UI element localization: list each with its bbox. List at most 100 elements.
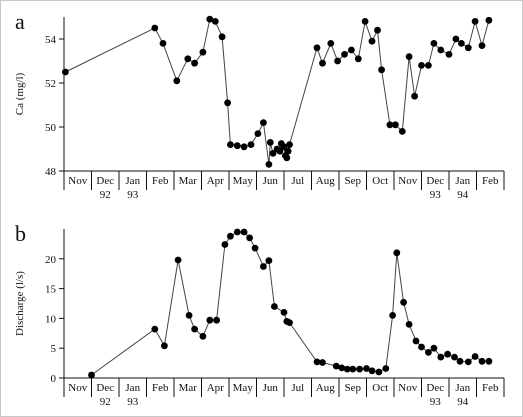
data-point: [251, 244, 259, 252]
data-point: [341, 51, 348, 58]
data-point: [211, 18, 219, 25]
data-point: [233, 142, 241, 150]
data-point: [378, 66, 385, 74]
data-point: [173, 77, 181, 85]
data-point: [411, 92, 418, 100]
data-point: [313, 44, 321, 52]
y-axis-title: Ca (mg/l): [14, 72, 26, 115]
data-point: [354, 55, 362, 63]
data-point: [199, 48, 207, 56]
data-point: [485, 357, 493, 365]
data-point: [184, 55, 192, 63]
data-point: [206, 15, 214, 23]
month-label: Nov: [68, 175, 87, 187]
data-point: [332, 362, 340, 370]
data-point: [271, 303, 278, 310]
year-label: 93: [127, 189, 139, 201]
month-label: Aug: [316, 175, 335, 187]
data-point: [334, 57, 341, 65]
data-point: [445, 51, 453, 58]
data-point: [88, 371, 95, 379]
data-point: [159, 40, 167, 47]
y-tick-label: 52: [45, 78, 56, 90]
month-label: Jan: [455, 382, 470, 394]
month-label: Dec: [426, 382, 444, 394]
month-label: Dec: [426, 175, 444, 187]
data-point: [361, 18, 369, 25]
data-point: [213, 316, 221, 324]
y-tick-label: 10: [45, 313, 57, 325]
month-label: Dec: [96, 175, 114, 187]
panel-b: b 0 5 10 15 20 Discharge (l/s) Nov Dec Jan Feb Mar A…: [14, 221, 505, 408]
data-point: [464, 44, 472, 52]
month-label: Feb: [482, 175, 499, 187]
data-point: [191, 325, 199, 333]
data-point: [456, 357, 464, 365]
data-point: [451, 353, 458, 361]
data-point: [199, 332, 207, 340]
data-point: [348, 46, 355, 54]
data-point: [269, 150, 277, 157]
data-point: [405, 321, 413, 328]
data-point: [185, 312, 193, 319]
data-point: [485, 16, 493, 24]
data-point: [266, 139, 274, 146]
month-label: Jan: [125, 382, 140, 394]
data-point: [437, 46, 445, 54]
data-point: [471, 18, 479, 25]
month-label: Jul: [291, 175, 304, 187]
y-tick-label: 5: [51, 343, 57, 355]
data-point: [240, 143, 248, 151]
y-tick-label: 48: [45, 166, 57, 178]
month-label: Sep: [345, 175, 362, 187]
month-label: Nov: [398, 382, 417, 394]
year-label: 92: [100, 189, 111, 201]
data-point: [444, 350, 451, 358]
data-point: [425, 62, 432, 69]
y-tick-label: 20: [45, 254, 57, 266]
data-point: [437, 353, 445, 361]
data-point: [224, 99, 232, 107]
data-point: [398, 127, 406, 135]
data-point: [338, 364, 346, 372]
month-label: Mar: [179, 382, 198, 394]
data-point: [240, 228, 248, 236]
data-point: [284, 147, 292, 155]
year-label: 93: [430, 396, 442, 408]
year-label: 94: [457, 189, 469, 201]
panel-letter: b: [15, 221, 26, 246]
data-point: [412, 337, 420, 345]
data-point: [221, 241, 229, 248]
month-label: Jan: [125, 175, 140, 187]
data-point: [418, 62, 425, 69]
panel-a: a 48 50 52 54 Ca (mg/l) Nov Dec Jan Feb Mar Apr May J…: [14, 9, 505, 201]
data-point: [151, 325, 159, 333]
data-point: [418, 343, 425, 351]
y-tick-label: 15: [45, 284, 57, 296]
data-point: [161, 342, 168, 350]
data-point: [174, 256, 182, 264]
y-axis-title: Discharge (l/s): [14, 271, 26, 336]
year-label: 93: [127, 396, 139, 408]
month-label: Apr: [207, 382, 224, 394]
data-point: [382, 365, 390, 372]
data-point: [313, 358, 321, 366]
data-point: [368, 37, 376, 45]
month-label: Oct: [372, 175, 388, 187]
data-point: [233, 228, 241, 236]
data-point: [458, 40, 465, 47]
data-point: [276, 147, 284, 155]
data-point: [280, 143, 288, 151]
month-label: Nov: [68, 382, 87, 394]
panel-letter: a: [15, 9, 25, 34]
month-label: Apr: [207, 175, 224, 187]
data-point: [286, 319, 293, 326]
y-tick-label: 0: [51, 373, 57, 385]
data-point: [452, 35, 460, 43]
data-point: [374, 26, 381, 34]
month-label: Jul: [291, 382, 304, 394]
data-point: [319, 359, 326, 366]
month-label: Jan: [455, 175, 470, 187]
series-line: [65, 18, 490, 165]
